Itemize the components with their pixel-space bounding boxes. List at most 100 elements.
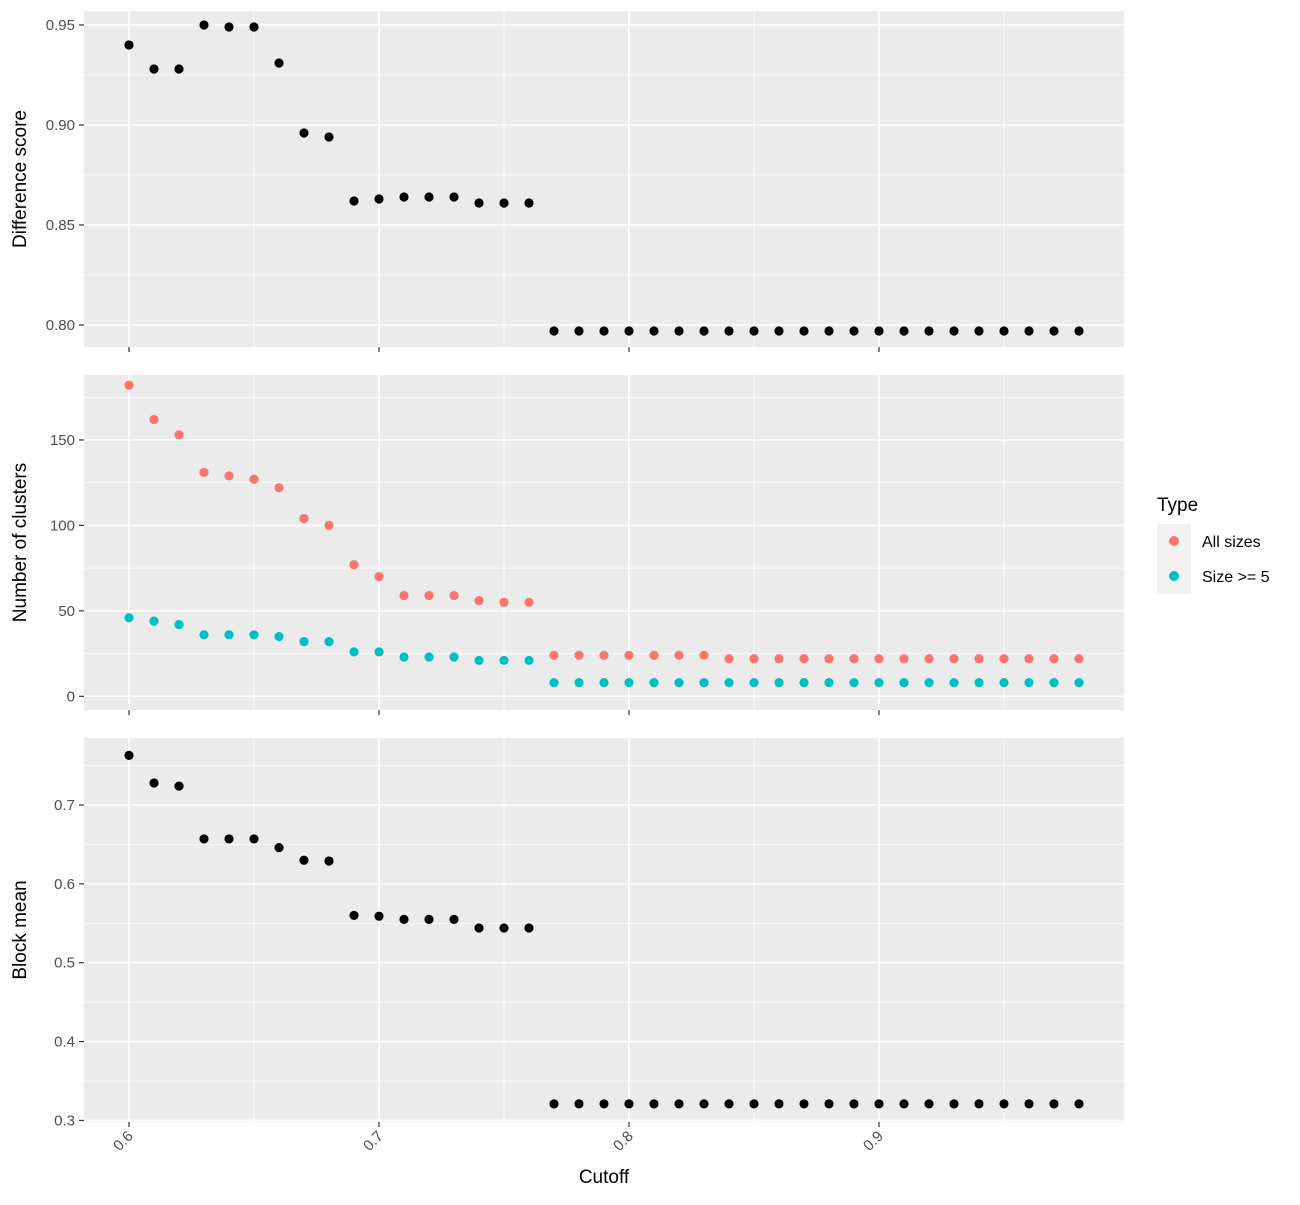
data-point (799, 1099, 809, 1109)
data-point (549, 1099, 559, 1109)
y-tick-label: 0.5 (54, 955, 75, 972)
data-point (549, 326, 559, 336)
data-point (574, 650, 584, 660)
data-point (649, 326, 659, 336)
data-point (174, 64, 184, 74)
y-axis-title: Difference score (10, 110, 31, 248)
data-point (899, 326, 909, 336)
data-point (874, 678, 884, 688)
data-point (449, 652, 459, 662)
data-point (974, 654, 984, 664)
data-point (974, 1099, 984, 1109)
y-tick-label: 0.3 (54, 1112, 75, 1129)
x-axis-title: Cutoff (579, 1167, 630, 1188)
data-point (924, 654, 934, 664)
data-point (949, 326, 959, 336)
legend-swatch-all-sizes (1169, 536, 1179, 546)
data-point (124, 613, 134, 623)
data-point (424, 914, 434, 924)
data-point (149, 64, 159, 74)
data-point (849, 654, 859, 664)
data-point (874, 326, 884, 336)
data-point (1074, 678, 1084, 688)
y-axis-title: Block mean (10, 880, 31, 979)
y-tick-label: 0.95 (46, 17, 75, 34)
panel-number-of-clusters: 0 50 100 150 Number of clusters (10, 375, 1124, 715)
data-point (174, 430, 184, 440)
data-point (349, 560, 359, 570)
data-point (124, 750, 134, 760)
y-tick-label: 0.6 (54, 876, 75, 893)
y-tick-label: 0.7 (54, 797, 75, 814)
data-point (899, 1099, 909, 1109)
data-point (399, 914, 409, 924)
data-point (849, 678, 859, 688)
data-point (374, 911, 384, 921)
data-point (724, 654, 734, 664)
data-point (624, 326, 634, 336)
data-point (674, 678, 684, 688)
data-point (199, 630, 209, 640)
data-point (749, 1099, 759, 1109)
data-point (1049, 326, 1059, 336)
data-point (574, 678, 584, 688)
data-point (574, 326, 584, 336)
data-point (624, 650, 634, 660)
y-tick-label: 0.90 (46, 117, 75, 134)
data-point (774, 654, 784, 664)
data-point (799, 654, 809, 664)
data-point (699, 678, 709, 688)
data-point (949, 678, 959, 688)
data-point (474, 596, 484, 606)
y-tick-label: 0.80 (46, 317, 75, 334)
legend-swatch-size-5 (1169, 571, 1179, 581)
data-point (449, 914, 459, 924)
data-point (699, 650, 709, 660)
data-point (249, 474, 259, 484)
data-point (974, 326, 984, 336)
legend: Type All sizes Size >= 5 (1157, 495, 1270, 594)
data-point (324, 856, 334, 866)
data-point (674, 650, 684, 660)
data-point (549, 678, 559, 688)
data-point (349, 910, 359, 921)
data-point (624, 1099, 634, 1109)
data-point (824, 326, 834, 336)
data-point (649, 1099, 659, 1109)
data-point (374, 647, 384, 657)
data-point (374, 572, 384, 582)
data-point (299, 128, 309, 138)
data-point (724, 1099, 734, 1109)
data-point (774, 326, 784, 336)
data-point (524, 597, 534, 607)
y-tick-label: 50 (58, 603, 75, 620)
x-tick-label: 0.7 (360, 1128, 387, 1155)
panels: 0.80 0.85 0.90 0.95 Difference score 0 50 100 15… (10, 11, 1124, 1188)
data-point (324, 132, 334, 142)
data-point (549, 650, 559, 660)
data-point (249, 630, 259, 640)
panel-background (84, 11, 1124, 347)
x-tick-label: 0.6 (110, 1128, 137, 1155)
data-point (874, 654, 884, 664)
data-point (999, 654, 1009, 664)
data-point (824, 654, 834, 664)
data-point (149, 414, 159, 425)
panel-block-mean: 0.3 0.4 0.5 0.6 0.7 Block mean 0.6 0.7 0.8 0.9 Cut… (10, 738, 1124, 1188)
data-point (824, 1099, 834, 1109)
data-point (349, 196, 359, 206)
data-point (224, 834, 234, 844)
data-point (424, 652, 434, 662)
data-point (774, 678, 784, 688)
data-point (149, 778, 159, 788)
data-point (874, 1099, 884, 1109)
data-point (899, 678, 909, 688)
data-point (274, 483, 284, 493)
data-point (1024, 326, 1034, 336)
data-point (899, 654, 909, 664)
y-tick-label: 100 (50, 517, 75, 534)
data-point (399, 192, 409, 202)
data-point (649, 650, 659, 660)
